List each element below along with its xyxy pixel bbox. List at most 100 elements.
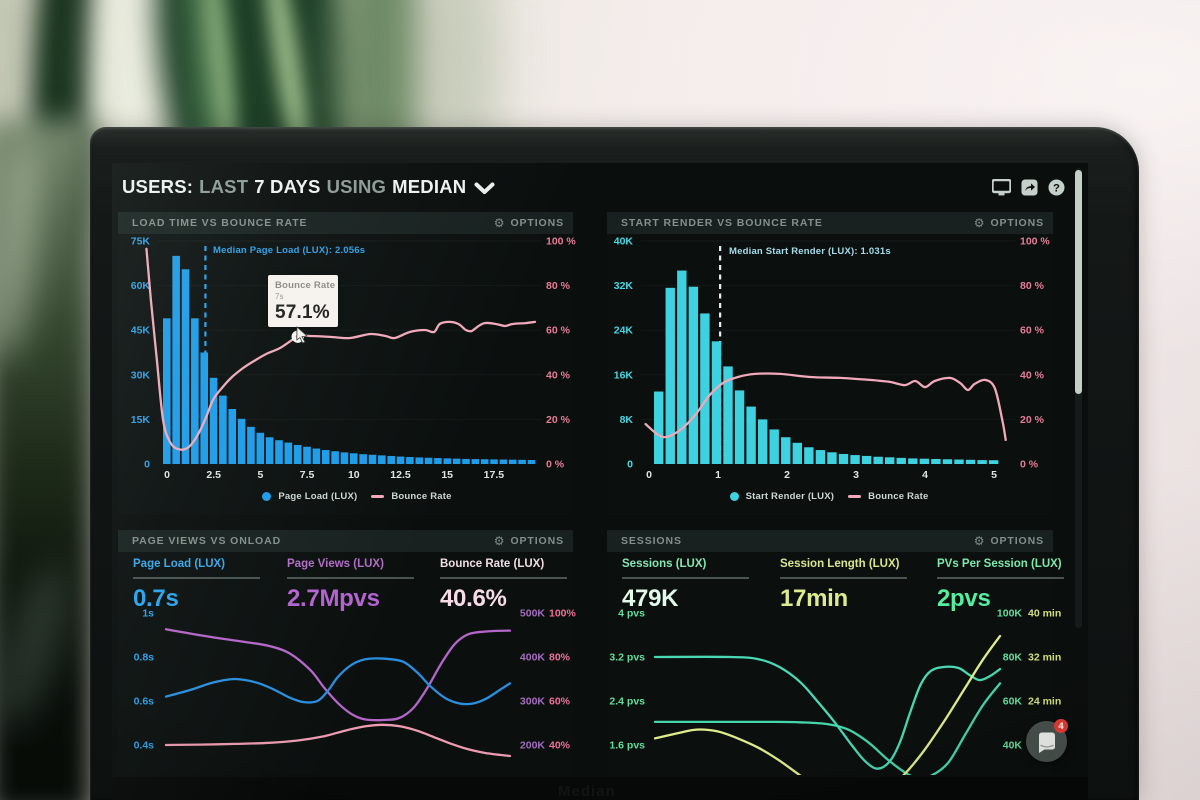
bar[interactable] bbox=[350, 453, 358, 464]
bar[interactable] bbox=[340, 452, 349, 464]
bar[interactable] bbox=[688, 286, 699, 464]
bar[interactable] bbox=[434, 458, 442, 464]
bar[interactable] bbox=[368, 454, 377, 464]
bar[interactable] bbox=[284, 442, 293, 464]
bar[interactable] bbox=[406, 457, 414, 464]
bar[interactable] bbox=[396, 456, 405, 464]
bar[interactable] bbox=[792, 442, 802, 464]
bar[interactable] bbox=[965, 459, 976, 464]
bar[interactable] bbox=[181, 269, 190, 464]
bar[interactable] bbox=[191, 318, 199, 464]
bar[interactable] bbox=[815, 450, 826, 464]
bar[interactable] bbox=[746, 406, 756, 464]
share-icon[interactable] bbox=[1021, 179, 1038, 201]
bar[interactable] bbox=[247, 426, 255, 464]
page-load-line[interactable] bbox=[164, 657, 512, 706]
bar[interactable] bbox=[769, 429, 779, 464]
options-button[interactable]: ⚙ OPTIONS bbox=[974, 217, 1044, 229]
bar[interactable] bbox=[977, 460, 987, 464]
bar[interactable] bbox=[471, 459, 480, 464]
bar[interactable] bbox=[293, 444, 302, 464]
bar[interactable] bbox=[654, 391, 664, 464]
bar[interactable] bbox=[942, 459, 953, 464]
options-button[interactable]: ⚙ OPTIONS bbox=[494, 535, 564, 547]
legend-item[interactable]: Bounce Rate bbox=[371, 491, 451, 502]
bar[interactable] bbox=[321, 450, 330, 464]
bar[interactable] bbox=[677, 270, 687, 464]
bar[interactable] bbox=[861, 455, 872, 464]
bar[interactable] bbox=[518, 459, 526, 464]
display-svg bbox=[991, 178, 1012, 196]
bar[interactable] bbox=[228, 408, 237, 464]
bar[interactable] bbox=[237, 418, 246, 464]
bounce-rate-line[interactable] bbox=[145, 247, 537, 451]
page-title[interactable]: USERS: LAST 7 DAYS USING MEDIAN bbox=[122, 176, 495, 200]
chevron-down-icon[interactable] bbox=[474, 178, 495, 200]
y-axis-label: 60K bbox=[131, 280, 151, 292]
bounce-rate-line[interactable] bbox=[164, 723, 512, 758]
legend-item[interactable]: Start Render (LUX) bbox=[729, 491, 835, 502]
scrollbar-track[interactable] bbox=[1075, 168, 1082, 628]
scrollbar-thumb[interactable] bbox=[1075, 170, 1082, 394]
display-icon[interactable] bbox=[991, 178, 1012, 201]
help-icon[interactable]: ? bbox=[1048, 179, 1065, 201]
bar[interactable] bbox=[312, 448, 321, 464]
bar[interactable] bbox=[988, 460, 999, 464]
bar[interactable] bbox=[873, 456, 883, 464]
bar[interactable] bbox=[424, 457, 433, 464]
bar[interactable] bbox=[219, 395, 227, 464]
legend-item[interactable]: Bounce Rate bbox=[848, 491, 928, 502]
bar[interactable] bbox=[452, 458, 461, 464]
bar[interactable] bbox=[163, 318, 171, 464]
bar[interactable] bbox=[172, 255, 180, 464]
bar[interactable] bbox=[723, 366, 733, 464]
title-7days: 7 DAYS bbox=[254, 176, 321, 197]
bar[interactable] bbox=[885, 457, 895, 464]
bar[interactable] bbox=[804, 447, 814, 464]
bar[interactable] bbox=[490, 459, 498, 464]
stat-value: 2.7Mpvs bbox=[287, 585, 380, 612]
pvs-per-session-line[interactable] bbox=[653, 655, 1002, 770]
options-button[interactable]: ⚙ OPTIONS bbox=[494, 217, 564, 229]
bar[interactable] bbox=[838, 453, 849, 465]
bar[interactable] bbox=[275, 440, 283, 464]
bar[interactable] bbox=[527, 459, 536, 464]
sessions-line[interactable] bbox=[653, 682, 1002, 778]
bar[interactable] bbox=[200, 352, 208, 465]
bar[interactable] bbox=[931, 458, 941, 464]
bar[interactable] bbox=[665, 287, 675, 464]
bar[interactable] bbox=[896, 457, 906, 464]
bar[interactable] bbox=[359, 454, 367, 464]
bar[interactable] bbox=[462, 458, 470, 464]
bar[interactable] bbox=[827, 452, 837, 464]
bar[interactable] bbox=[711, 341, 722, 464]
bar[interactable] bbox=[499, 459, 508, 464]
bar[interactable] bbox=[480, 459, 489, 464]
bar[interactable] bbox=[331, 451, 339, 464]
bar[interactable] bbox=[303, 446, 311, 464]
bar[interactable] bbox=[700, 313, 710, 464]
bar[interactable] bbox=[734, 390, 745, 464]
bar[interactable] bbox=[954, 459, 964, 464]
options-button[interactable]: ⚙ OPTIONS bbox=[974, 535, 1044, 547]
x-axis-label: 0 bbox=[164, 469, 170, 481]
options-label: OPTIONS bbox=[990, 217, 1044, 229]
bar[interactable] bbox=[781, 437, 791, 464]
session-length-line[interactable] bbox=[653, 634, 1002, 799]
bar[interactable] bbox=[443, 458, 452, 464]
bar[interactable] bbox=[919, 458, 930, 464]
bar[interactable] bbox=[908, 458, 918, 465]
bar[interactable] bbox=[378, 455, 386, 464]
bar[interactable] bbox=[209, 377, 218, 464]
bar[interactable] bbox=[850, 455, 860, 464]
bar[interactable] bbox=[508, 459, 517, 464]
bar[interactable] bbox=[387, 455, 395, 464]
bar[interactable] bbox=[415, 457, 424, 464]
y-axis-label: 3.2 pvs bbox=[609, 652, 645, 664]
page-views-line[interactable] bbox=[164, 628, 512, 722]
legend-item[interactable]: Page Load (LUX) bbox=[262, 491, 357, 502]
bounce-rate-line[interactable] bbox=[644, 372, 1007, 442]
bar[interactable] bbox=[757, 419, 768, 464]
bar[interactable] bbox=[256, 432, 265, 464]
bar[interactable] bbox=[265, 437, 274, 464]
